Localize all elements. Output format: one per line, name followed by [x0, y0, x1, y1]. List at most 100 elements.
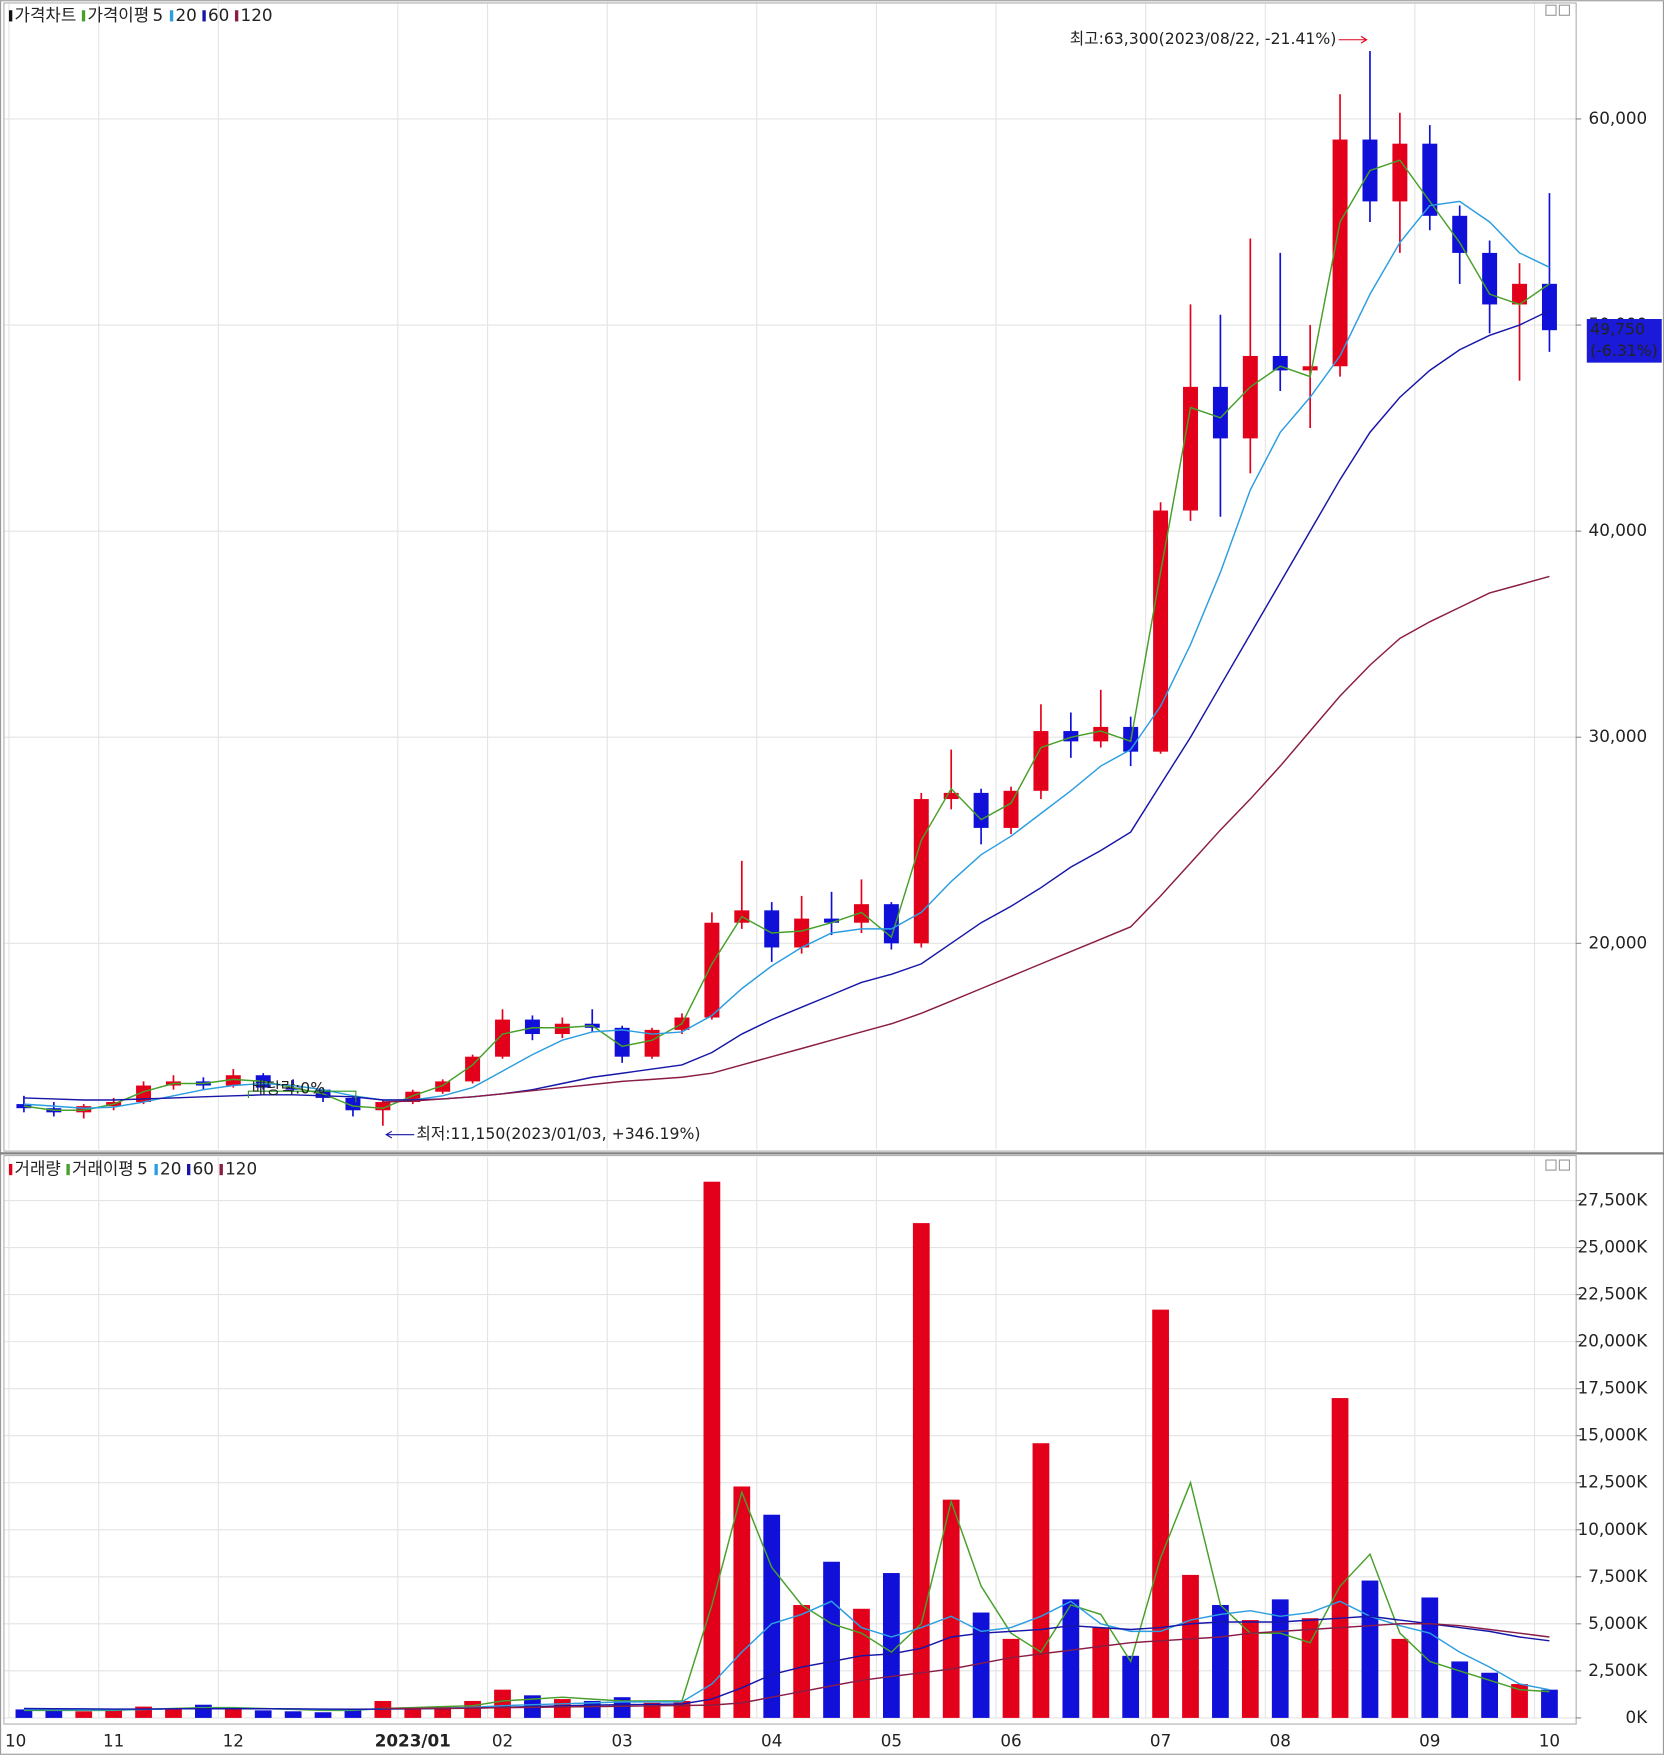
legend-label: 120	[241, 5, 273, 25]
last-price-label: 49,750	[1590, 320, 1645, 339]
volume-bar	[1152, 1309, 1169, 1718]
candle-body	[375, 1102, 391, 1111]
volume-bar	[1182, 1574, 1199, 1718]
candle-body	[1422, 143, 1438, 216]
volume-bar	[135, 1706, 152, 1718]
y-tick-label: 17,500K	[1578, 1378, 1649, 1398]
y-tick-label: 30,000	[1589, 726, 1648, 746]
legend-swatch	[8, 10, 13, 22]
candle-body	[913, 799, 929, 944]
y-tick-label: 20,000K	[1578, 1331, 1649, 1351]
volume-bar	[1511, 1684, 1528, 1718]
candle-body	[225, 1075, 241, 1086]
panel-buttons[interactable]	[1545, 4, 1571, 1171]
y-tick-label: 40,000	[1589, 520, 1648, 540]
candle-body	[614, 1027, 630, 1057]
volume-bar	[853, 1608, 870, 1718]
x-tick-label: 11	[103, 1730, 124, 1750]
volume-bar	[1271, 1599, 1289, 1718]
volume-bar	[75, 1711, 93, 1718]
volume-bar	[165, 1708, 182, 1718]
y-tick-label: 60,000	[1589, 108, 1648, 128]
volume-bar	[254, 1710, 272, 1718]
candle-body	[1512, 283, 1528, 305]
volume-bar	[1122, 1655, 1140, 1718]
x-tick-label: 08	[1270, 1730, 1291, 1750]
candle-body	[524, 1019, 540, 1035]
candle-body	[136, 1085, 152, 1103]
candle-body	[1452, 215, 1468, 253]
legend-swatch	[219, 1163, 223, 1176]
volume-bar	[45, 1710, 63, 1718]
volume-bar	[733, 1486, 751, 1718]
legend-label: 5	[137, 1159, 148, 1179]
y-tick-label: 12,500K	[1578, 1472, 1649, 1492]
volume-bar	[1391, 1638, 1409, 1718]
y-tick-label: 22,500K	[1578, 1284, 1649, 1304]
candle-body	[824, 918, 840, 923]
y-tick-label: 27,500K	[1578, 1190, 1649, 1210]
volume-bar	[1301, 1618, 1319, 1718]
x-tick-label: 10	[1539, 1730, 1560, 1750]
volume-bar	[284, 1711, 302, 1718]
volume-bar	[882, 1573, 900, 1718]
volume-bar	[314, 1712, 332, 1718]
legend-swatch	[186, 1163, 191, 1176]
volume-bar	[224, 1708, 242, 1718]
candle-body	[1482, 252, 1498, 305]
x-tick-label: 09	[1419, 1730, 1440, 1750]
volume-bar	[1241, 1620, 1259, 1718]
volume-bar	[1212, 1605, 1229, 1718]
close-button[interactable]	[1558, 1159, 1571, 1171]
volume-bar	[344, 1709, 362, 1718]
candle-body	[1392, 143, 1408, 202]
candle-body	[1003, 790, 1019, 828]
volume-bar	[793, 1605, 811, 1718]
x-tick-label: 05	[881, 1730, 902, 1750]
low-arrow	[385, 1130, 415, 1139]
candle-body	[554, 1023, 570, 1035]
minimize-button[interactable]	[1545, 1159, 1557, 1171]
candle-body	[764, 910, 780, 948]
legend-label: 60	[208, 5, 229, 25]
volume-bar	[105, 1710, 123, 1718]
last-price-change: (-6.31%)	[1590, 341, 1658, 360]
volume-bar	[643, 1702, 661, 1718]
candle-body	[973, 792, 989, 828]
legend-label: 가격차트	[15, 5, 77, 25]
x-tick-label: 04	[761, 1730, 782, 1750]
minimize-button[interactable]	[1545, 4, 1557, 16]
volume-bar	[15, 1709, 33, 1718]
moving-average-line	[382, 1623, 1550, 1710]
candle-body	[1242, 355, 1258, 439]
volume-bar	[1092, 1627, 1110, 1718]
volume-bar	[703, 1181, 721, 1718]
high-annotation: 최고:63,300(2023/08/22, -21.41%)	[1070, 29, 1337, 48]
volume-bar	[763, 1514, 781, 1718]
x-tick-label: 06	[1000, 1730, 1021, 1750]
candle-body	[285, 1087, 301, 1090]
volume-bar	[1062, 1599, 1080, 1718]
candle-body	[1541, 283, 1557, 331]
legend-label: 20	[160, 1159, 181, 1179]
legend-swatch	[81, 10, 86, 22]
moving-average-line	[23, 200, 1550, 1109]
candle-body	[1093, 726, 1109, 742]
volume-bar	[464, 1700, 481, 1718]
y-tick-label: 2,500K	[1588, 1660, 1648, 1680]
close-button[interactable]	[1558, 4, 1571, 16]
candle-body	[1063, 731, 1079, 742]
volume-bar	[1451, 1661, 1469, 1718]
candle-body	[644, 1029, 660, 1057]
low-annotation: 최저:11,150(2023/01/03, +346.19%)	[416, 1124, 700, 1143]
x-tick-label: 03	[611, 1730, 632, 1750]
candle-body	[465, 1056, 481, 1082]
volume-bar	[1331, 1398, 1349, 1718]
volume-bar	[434, 1706, 452, 1718]
moving-average-line	[23, 1615, 1550, 1711]
candle-body	[794, 918, 810, 948]
dividend-annotation: 배당락:0%	[252, 1078, 325, 1097]
volume-bar	[1541, 1689, 1558, 1718]
moving-average-line	[382, 575, 1550, 1103]
x-tick-label: 10	[5, 1730, 26, 1750]
